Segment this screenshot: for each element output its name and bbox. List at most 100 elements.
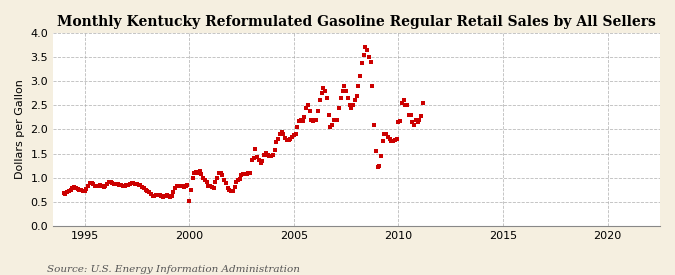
Point xyxy=(342,96,353,100)
Point xyxy=(333,106,344,110)
Point xyxy=(309,118,320,122)
Point xyxy=(299,115,310,120)
Point xyxy=(338,89,348,93)
Point xyxy=(124,182,135,186)
Point xyxy=(396,101,407,105)
Point xyxy=(320,89,331,93)
Point xyxy=(215,170,226,175)
Point xyxy=(145,191,156,196)
Point xyxy=(117,184,128,188)
Point xyxy=(248,156,259,161)
Point xyxy=(166,194,177,199)
Point xyxy=(200,178,211,182)
Point xyxy=(170,186,181,191)
Point xyxy=(158,195,169,199)
Point xyxy=(82,184,93,189)
Point xyxy=(273,137,284,141)
Text: Source: U.S. Energy Information Administration: Source: U.S. Energy Information Administ… xyxy=(47,265,300,274)
Point xyxy=(189,170,200,175)
Point xyxy=(354,74,365,79)
Point xyxy=(395,119,406,123)
Point xyxy=(405,113,416,117)
Point xyxy=(229,185,240,189)
Point xyxy=(238,172,248,176)
Point xyxy=(358,53,369,57)
Point xyxy=(109,182,119,187)
Point xyxy=(213,170,224,175)
Point xyxy=(177,184,188,189)
Point xyxy=(412,120,423,124)
Point xyxy=(365,60,376,64)
Point xyxy=(63,188,74,193)
Point xyxy=(300,106,311,110)
Point xyxy=(288,133,299,138)
Point xyxy=(99,185,109,189)
Point xyxy=(123,183,134,188)
Point xyxy=(184,199,194,203)
Point xyxy=(128,181,139,186)
Point xyxy=(97,184,107,189)
Point xyxy=(330,118,341,122)
Point xyxy=(267,153,278,157)
Point xyxy=(278,132,289,136)
Point xyxy=(306,118,317,122)
Point xyxy=(367,84,378,88)
Point xyxy=(351,94,362,98)
Point xyxy=(414,118,425,122)
Point xyxy=(271,140,281,145)
Point xyxy=(402,103,412,108)
Point xyxy=(142,188,153,193)
Point xyxy=(339,84,350,88)
Point xyxy=(290,132,301,136)
Point xyxy=(350,98,360,103)
Point xyxy=(159,194,170,198)
Point xyxy=(317,91,327,95)
Point xyxy=(100,184,111,189)
Point xyxy=(194,169,205,173)
Point xyxy=(374,163,385,168)
Point xyxy=(321,96,332,100)
Point xyxy=(221,181,232,186)
Point xyxy=(78,189,88,193)
Point xyxy=(212,175,223,180)
Point xyxy=(398,98,409,103)
Point xyxy=(61,190,72,194)
Point xyxy=(76,188,86,192)
Point xyxy=(126,181,137,186)
Point xyxy=(407,120,418,124)
Point xyxy=(304,109,315,113)
Point xyxy=(287,134,298,139)
Point xyxy=(388,139,399,144)
Point xyxy=(171,184,182,189)
Point xyxy=(135,183,146,188)
Point xyxy=(369,122,379,127)
Point xyxy=(151,192,161,197)
Point xyxy=(112,182,123,187)
Point xyxy=(371,149,381,153)
Point xyxy=(196,172,207,176)
Point xyxy=(187,175,198,180)
Point xyxy=(88,182,99,186)
Point xyxy=(243,171,254,175)
Point xyxy=(95,183,106,188)
Point xyxy=(348,103,358,108)
Point xyxy=(325,125,336,129)
Point xyxy=(119,184,130,189)
Point xyxy=(147,193,158,198)
Point xyxy=(327,122,338,127)
Point xyxy=(372,165,383,169)
Point xyxy=(292,125,302,130)
Point xyxy=(259,153,269,157)
Point xyxy=(173,184,184,188)
Point xyxy=(165,195,176,199)
Point xyxy=(144,190,155,194)
Point xyxy=(138,186,149,191)
Point xyxy=(323,113,334,117)
Point xyxy=(285,137,296,141)
Point xyxy=(72,186,83,191)
Point xyxy=(392,137,402,141)
Point xyxy=(219,178,230,182)
Point xyxy=(329,118,340,122)
Point xyxy=(264,154,275,158)
Point xyxy=(186,188,196,192)
